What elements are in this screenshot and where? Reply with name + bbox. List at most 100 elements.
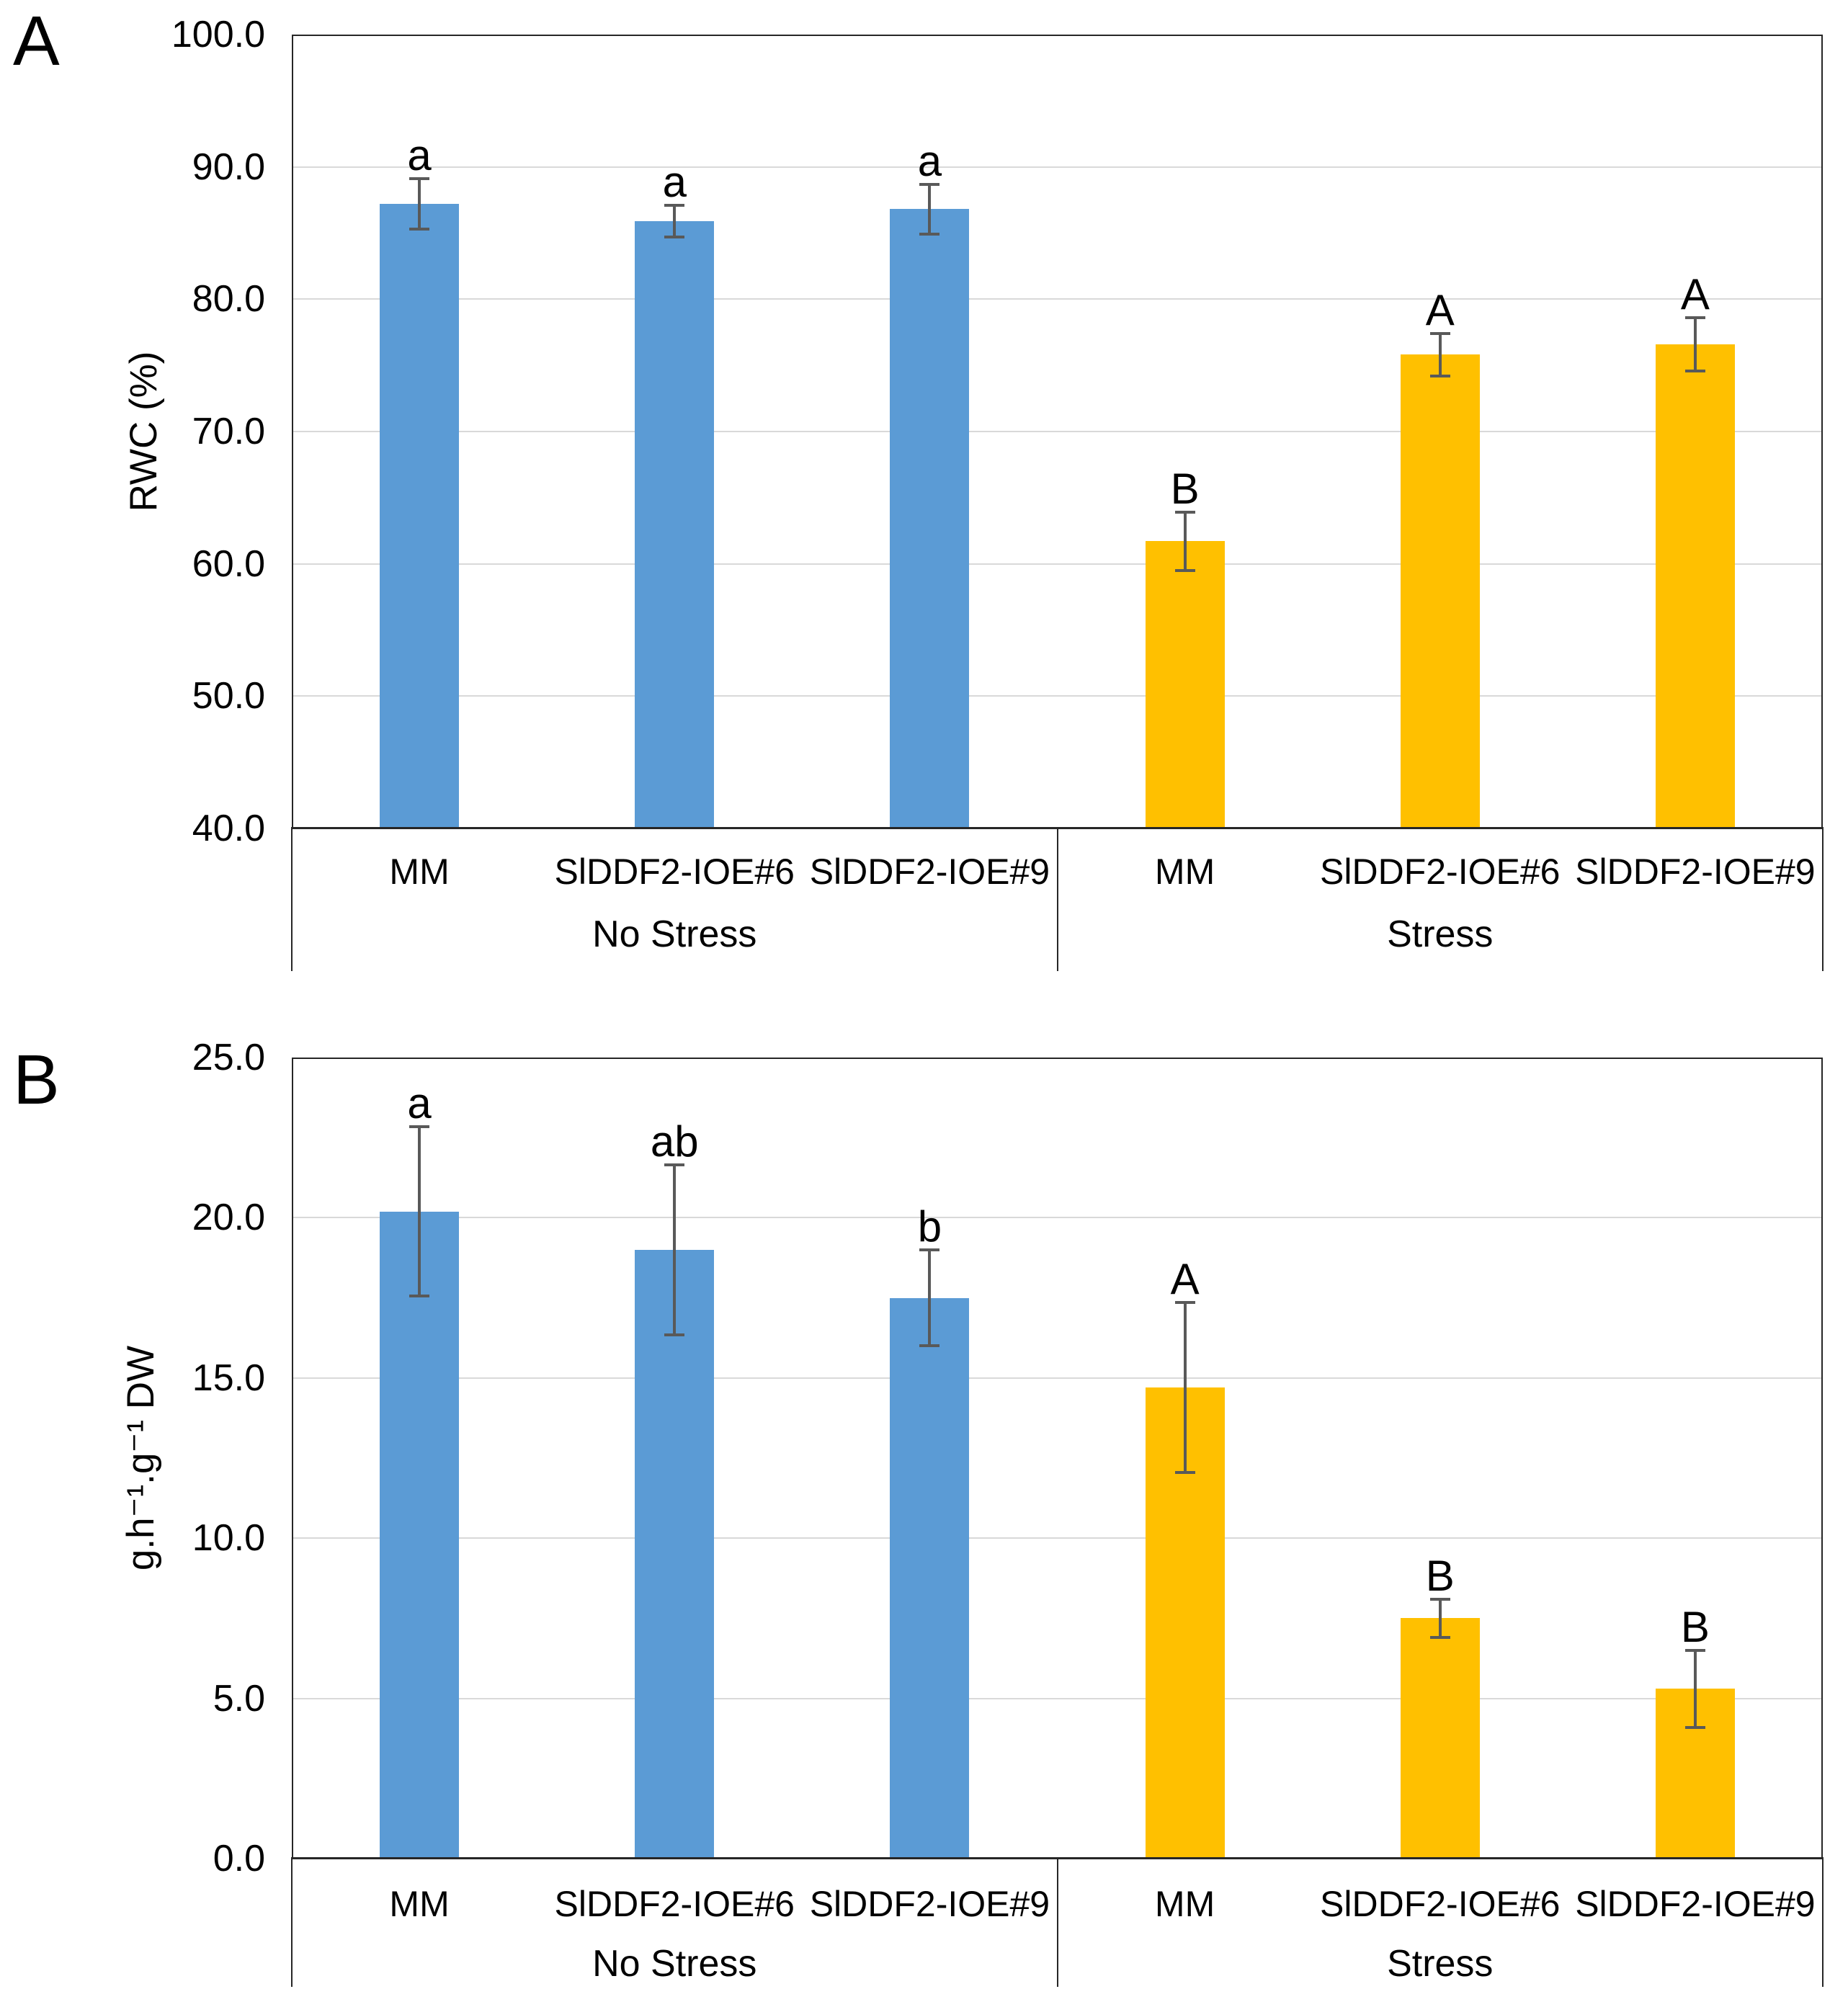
y-tick-label: 70.0 — [192, 411, 265, 452]
bar — [635, 1249, 715, 1859]
panel-label-b: B — [13, 1040, 60, 1119]
error-bar-top-cap — [1684, 316, 1705, 320]
bar — [890, 209, 970, 828]
category-group-divider — [1056, 1859, 1058, 1987]
significance-letter: a — [662, 157, 687, 206]
category-label: SlDDF2-IOE#9 — [809, 852, 1050, 892]
group-label: Stress — [1387, 913, 1494, 955]
y-tick-label: 0.0 — [213, 1838, 265, 1880]
gridline — [293, 1217, 1821, 1219]
category-group-divider — [291, 1859, 293, 1987]
group-label: No Stress — [592, 1943, 757, 1985]
error-bar-bottom-cap — [409, 227, 430, 231]
error-bar-bottom-cap — [919, 1344, 940, 1348]
significance-letter: A — [1425, 286, 1455, 335]
error-bar — [673, 205, 677, 237]
y-tick-label: 25.0 — [192, 1037, 265, 1078]
significance-letter: B — [1425, 1551, 1455, 1600]
gridline — [293, 695, 1821, 697]
significance-letter: B — [1680, 1602, 1710, 1651]
category-label: SlDDF2-IOE#9 — [1575, 1884, 1816, 1924]
category-label: SlDDF2-IOE#9 — [1575, 852, 1816, 892]
gridline — [293, 431, 1821, 432]
y-axis-title: g.h⁻¹.g⁻¹ DW — [120, 1345, 162, 1571]
y-axis-title: RWC (%) — [122, 351, 165, 512]
error-bar-top-cap — [919, 182, 940, 186]
bar — [380, 204, 460, 828]
y-tick-label: 80.0 — [192, 278, 265, 321]
error-bar-top-cap — [664, 1163, 685, 1166]
plot-border — [292, 1058, 1823, 1859]
category-label: SlDDF2-IOE#6 — [554, 852, 795, 892]
bar — [1145, 541, 1225, 828]
bar — [1655, 344, 1735, 828]
y-tick-label: 10.0 — [192, 1517, 265, 1560]
category-group-divider — [291, 828, 293, 971]
gridline — [293, 1377, 1821, 1379]
gridline — [293, 1537, 1821, 1539]
gridline — [293, 563, 1821, 565]
group-label: No Stress — [592, 913, 757, 955]
category-label: SlDDF2-IOE#6 — [1320, 852, 1561, 892]
significance-letter: A — [1170, 1255, 1200, 1304]
error-bar-top-cap — [1684, 1648, 1705, 1652]
bar — [380, 1211, 460, 1859]
category-group-divider — [1056, 828, 1058, 971]
error-bar-bottom-cap — [1174, 568, 1195, 572]
error-bar-bottom-cap — [664, 1333, 685, 1336]
error-bar — [1438, 334, 1442, 376]
significance-letter: B — [1170, 465, 1200, 514]
category-label: SlDDF2-IOE#9 — [809, 1884, 1050, 1924]
category-label: MM — [1154, 1884, 1215, 1924]
bar — [635, 220, 715, 828]
error-bar-bottom-cap — [664, 236, 685, 238]
error-bar-top-cap — [1174, 1301, 1195, 1305]
error-bar-top-cap — [664, 203, 685, 207]
category-group-divider — [1822, 828, 1824, 971]
y-tick-label: 5.0 — [213, 1677, 265, 1720]
error-bar-bottom-cap — [409, 1295, 430, 1298]
gridline — [293, 298, 1821, 300]
error-bar-bottom-cap — [1429, 374, 1450, 377]
error-bar — [1693, 318, 1697, 371]
error-bar-top-cap — [1429, 332, 1450, 336]
panel-label-a: A — [13, 1, 60, 80]
error-bar-top-cap — [409, 1125, 430, 1128]
error-bar — [418, 179, 421, 229]
category-label: MM — [389, 852, 450, 892]
error-bar-top-cap — [1429, 1597, 1450, 1601]
error-bar — [1438, 1599, 1442, 1638]
significance-letter: ab — [650, 1117, 699, 1166]
error-bar-bottom-cap — [1174, 1471, 1195, 1475]
y-tick-label: 40.0 — [192, 808, 265, 849]
y-tick-label: 100.0 — [171, 14, 265, 55]
gridline — [293, 166, 1821, 168]
bar — [890, 1297, 970, 1859]
significance-letter: a — [917, 136, 942, 185]
error-bar-top-cap — [409, 177, 430, 181]
significance-letter: a — [407, 131, 432, 180]
error-bar — [1693, 1650, 1697, 1727]
category-label: MM — [389, 1884, 450, 1924]
error-bar-top-cap — [919, 1248, 940, 1251]
category-label: MM — [1154, 852, 1215, 892]
error-bar — [1183, 512, 1187, 571]
error-bar-bottom-cap — [919, 233, 940, 236]
bar — [1400, 354, 1480, 828]
gridline — [293, 1697, 1821, 1699]
error-bar-bottom-cap — [1429, 1636, 1450, 1640]
error-bar-top-cap — [1174, 511, 1195, 514]
significance-letter: a — [407, 1078, 432, 1127]
error-bar — [673, 1165, 677, 1335]
error-bar — [928, 184, 932, 235]
error-bar — [418, 1126, 421, 1297]
category-group-divider — [1822, 1859, 1824, 1987]
bar — [1400, 1618, 1480, 1859]
y-tick-label: 60.0 — [192, 542, 265, 585]
category-label: SlDDF2-IOE#6 — [554, 1884, 795, 1924]
y-tick-label: 90.0 — [192, 146, 265, 188]
y-tick-label: 20.0 — [192, 1197, 265, 1239]
